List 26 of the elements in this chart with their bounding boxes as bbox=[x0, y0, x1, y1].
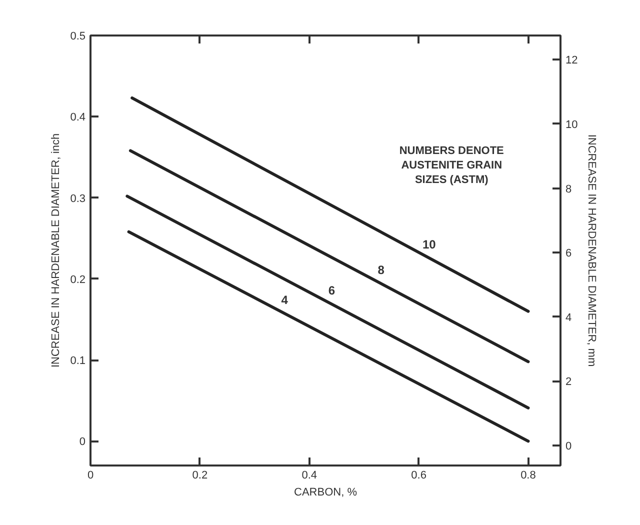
series-label: 8 bbox=[378, 263, 385, 278]
y-tick-label: 0.3 bbox=[70, 192, 86, 205]
series-label: 6 bbox=[328, 284, 336, 298]
y2-axis-title: INCREASE IN HARDENABLE DIAMETER, mm bbox=[586, 134, 598, 367]
y2-tick-label: 6 bbox=[566, 248, 572, 260]
y2-tick-label: 0 bbox=[566, 440, 572, 453]
y2-tick-label: 2 bbox=[566, 376, 572, 388]
x-tick-label: 0.4 bbox=[302, 470, 318, 482]
x-tick-label: 0.8 bbox=[520, 470, 536, 482]
series-label: 10 bbox=[422, 238, 436, 252]
y2-tick-label: 4 bbox=[566, 312, 572, 324]
y2-tick-label: 10 bbox=[566, 118, 578, 131]
y-tick-label: 0.2 bbox=[70, 274, 86, 286]
annotation: NUMBERS DENOTE AUSTENITE GRAIN SIZES (ASTM) bbox=[399, 145, 504, 186]
y2-tick-label: 8 bbox=[566, 183, 572, 196]
x-axis-title: CARBON, % bbox=[294, 486, 358, 498]
y-axis-title: INCREASE IN HARDENABLE DIAMETER, inch bbox=[50, 133, 62, 368]
y-tick-label: 0.1 bbox=[70, 355, 86, 368]
x-tick-label: 0.6 bbox=[411, 470, 426, 482]
x-tick-label: 0 bbox=[87, 470, 94, 482]
series-label: 4 bbox=[281, 292, 288, 307]
y-tick-label: 0 bbox=[79, 436, 86, 448]
x-tick-label: 0.2 bbox=[192, 470, 208, 482]
y-tick-label: 0.5 bbox=[70, 30, 86, 42]
y-tick-label: 0.4 bbox=[70, 112, 86, 124]
y2-tick-label: 12 bbox=[566, 54, 578, 67]
